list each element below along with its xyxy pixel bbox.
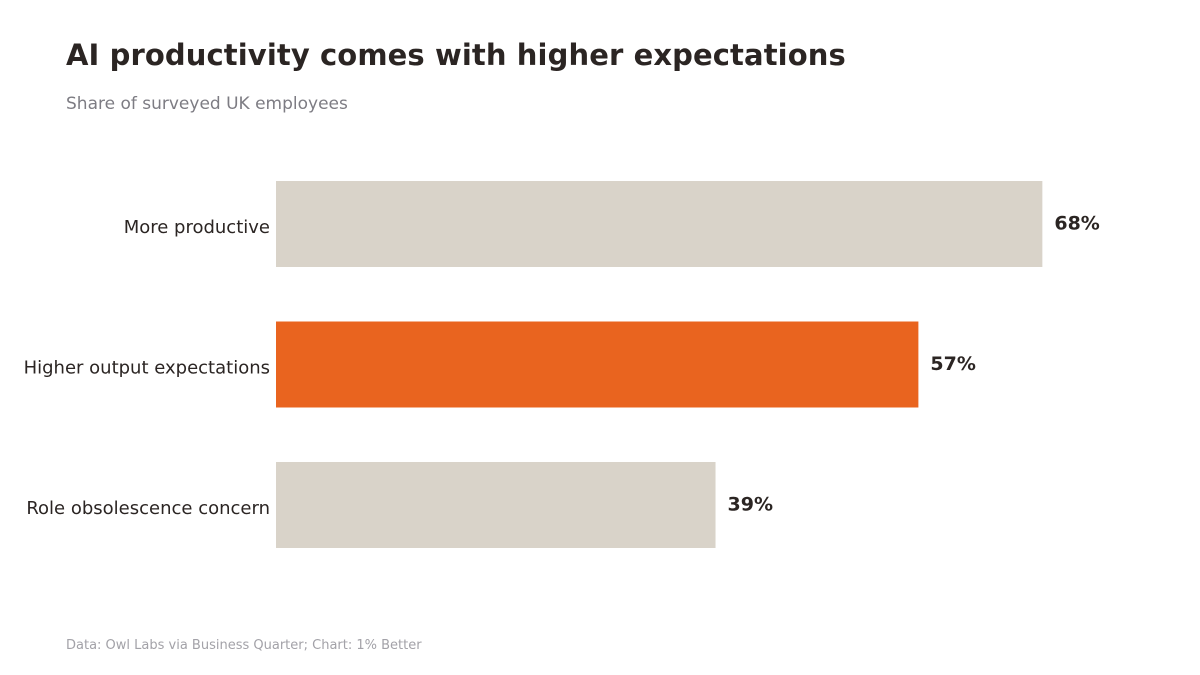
chart-subtitle: Share of surveyed UK employees <box>66 94 348 114</box>
category-label-3: Role obsolescence concern <box>26 498 270 519</box>
value-label-2: 57% <box>930 353 975 375</box>
value-label-1: 68% <box>1054 213 1099 235</box>
source-note: Data: Owl Labs via Business Quarter; Cha… <box>66 638 422 653</box>
bar-1 <box>276 181 1043 267</box>
value-label-3: 39% <box>728 494 773 516</box>
chart-title: AI productivity comes with higher expect… <box>66 38 846 72</box>
bar-2 <box>276 321 919 408</box>
category-label-1: More productive <box>124 217 270 238</box>
category-label-2: Higher output expectations <box>24 358 270 379</box>
bar-3 <box>276 462 716 548</box>
